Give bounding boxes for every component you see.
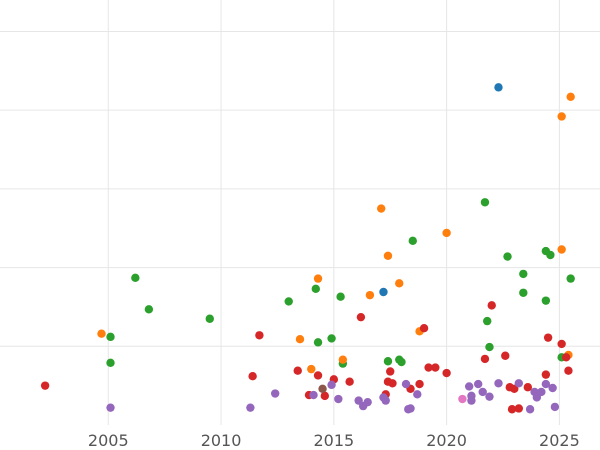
data-point-s2-31 xyxy=(561,353,571,362)
data-point-s2-17 xyxy=(424,363,433,372)
data-point-s3-0 xyxy=(106,403,115,412)
data-point-s0-8 xyxy=(327,334,336,343)
data-point-s1-6 xyxy=(377,204,386,213)
data-point-s2-3 xyxy=(293,366,302,375)
data-point-s0-19 xyxy=(519,269,528,279)
data-point-s1-8 xyxy=(395,279,404,288)
data-point-s1-10 xyxy=(442,228,451,238)
x-axis-ticks: 2005 2010 2015 2020 2025 xyxy=(88,431,580,450)
data-point-s2-22 xyxy=(501,351,510,360)
data-point-s3-3 xyxy=(309,390,318,400)
data-point-s1-1 xyxy=(295,335,305,344)
data-point-s2-19 xyxy=(442,368,451,378)
data-point-s3-14 xyxy=(413,390,422,399)
data-point-s2-12 xyxy=(386,367,395,376)
data-point-s2-16 xyxy=(419,323,429,333)
data-point-s2-5 xyxy=(313,371,323,380)
data-point-s2-6 xyxy=(320,391,330,401)
data-point-s2-21 xyxy=(487,301,496,310)
data-point-s1-11 xyxy=(557,245,566,254)
data-point-s3-8 xyxy=(363,397,372,407)
x-tick-label: 2005 xyxy=(88,431,129,450)
data-point-s3-15 xyxy=(464,382,474,391)
data-point-s4-1 xyxy=(494,83,503,92)
data-point-s2-18 xyxy=(431,363,440,372)
x-tick-label: 2015 xyxy=(313,431,354,450)
data-point-s0-1 xyxy=(106,358,115,368)
data-point-s0-18 xyxy=(503,252,512,261)
data-points xyxy=(40,83,575,414)
data-point-s3-11 xyxy=(401,379,411,389)
data-point-s3-29 xyxy=(550,402,560,412)
data-point-s0-6 xyxy=(311,284,320,294)
grid xyxy=(0,0,600,425)
data-point-s0-13 xyxy=(397,357,406,367)
data-point-s3-26 xyxy=(537,387,546,397)
data-point-s0-4 xyxy=(205,314,214,323)
data-point-s3-18 xyxy=(473,379,483,389)
data-point-s2-26 xyxy=(514,404,523,413)
data-point-s1-0 xyxy=(97,329,106,338)
data-point-s2-0 xyxy=(40,381,50,390)
data-point-s0-17 xyxy=(485,342,494,352)
data-point-s2-2 xyxy=(255,331,264,340)
data-point-s2-32 xyxy=(564,366,573,375)
data-point-s3-4 xyxy=(327,380,336,390)
data-point-s0-20 xyxy=(519,288,528,297)
data-point-s2-9 xyxy=(356,312,366,322)
data-point-s3-2 xyxy=(270,389,280,398)
data-point-s0-21 xyxy=(541,296,551,305)
data-point-s0-11 xyxy=(383,357,393,366)
data-point-s3-28 xyxy=(548,383,557,393)
data-point-s0-23 xyxy=(546,250,555,260)
data-point-s3-21 xyxy=(494,379,503,388)
data-point-s0-14 xyxy=(408,236,417,246)
data-point-s0-2 xyxy=(131,273,140,283)
data-point-s3-13 xyxy=(406,404,415,413)
data-point-s2-13 xyxy=(388,379,397,388)
data-point-s4-0 xyxy=(379,287,388,297)
x-tick-label: 2020 xyxy=(426,431,467,450)
data-point-s1-2 xyxy=(307,364,316,374)
data-point-s3-27 xyxy=(541,379,551,389)
data-point-s3-19 xyxy=(478,387,487,397)
data-point-s2-27 xyxy=(523,383,533,392)
data-point-s2-29 xyxy=(543,333,553,342)
data-point-s3-20 xyxy=(485,392,494,401)
data-point-s2-30 xyxy=(557,339,566,349)
x-tick-label: 2025 xyxy=(539,431,580,450)
data-point-s0-0 xyxy=(106,332,115,342)
data-point-s2-20 xyxy=(480,354,490,364)
data-point-s2-15 xyxy=(415,379,424,389)
data-point-s0-3 xyxy=(144,305,154,314)
data-point-s1-7 xyxy=(383,251,393,260)
data-point-s2-8 xyxy=(345,377,354,386)
data-point-s0-15 xyxy=(480,198,490,207)
data-point-s2-1 xyxy=(248,372,257,381)
data-point-s1-5 xyxy=(365,290,375,300)
data-point-s3-17 xyxy=(467,391,476,401)
data-point-s1-12 xyxy=(557,112,566,121)
data-point-s1-14 xyxy=(566,92,575,102)
data-point-s2-28 xyxy=(541,370,551,379)
data-point-s0-7 xyxy=(313,338,323,347)
data-point-s5-0 xyxy=(458,394,467,404)
data-point-s3-1 xyxy=(246,403,255,412)
data-point-s1-3 xyxy=(313,274,323,283)
data-point-s3-10 xyxy=(381,396,390,405)
data-point-s0-5 xyxy=(284,297,293,306)
data-point-s6-0 xyxy=(318,384,327,393)
data-point-s2-24 xyxy=(507,405,517,414)
data-point-s3-23 xyxy=(525,405,535,414)
data-point-s3-22 xyxy=(514,379,523,388)
data-point-s1-4 xyxy=(338,355,348,364)
data-point-s0-25 xyxy=(566,274,575,283)
data-point-s3-5 xyxy=(334,394,343,404)
data-point-s0-16 xyxy=(483,316,492,326)
data-point-s0-9 xyxy=(336,292,345,301)
x-tick-label: 2010 xyxy=(201,431,242,450)
